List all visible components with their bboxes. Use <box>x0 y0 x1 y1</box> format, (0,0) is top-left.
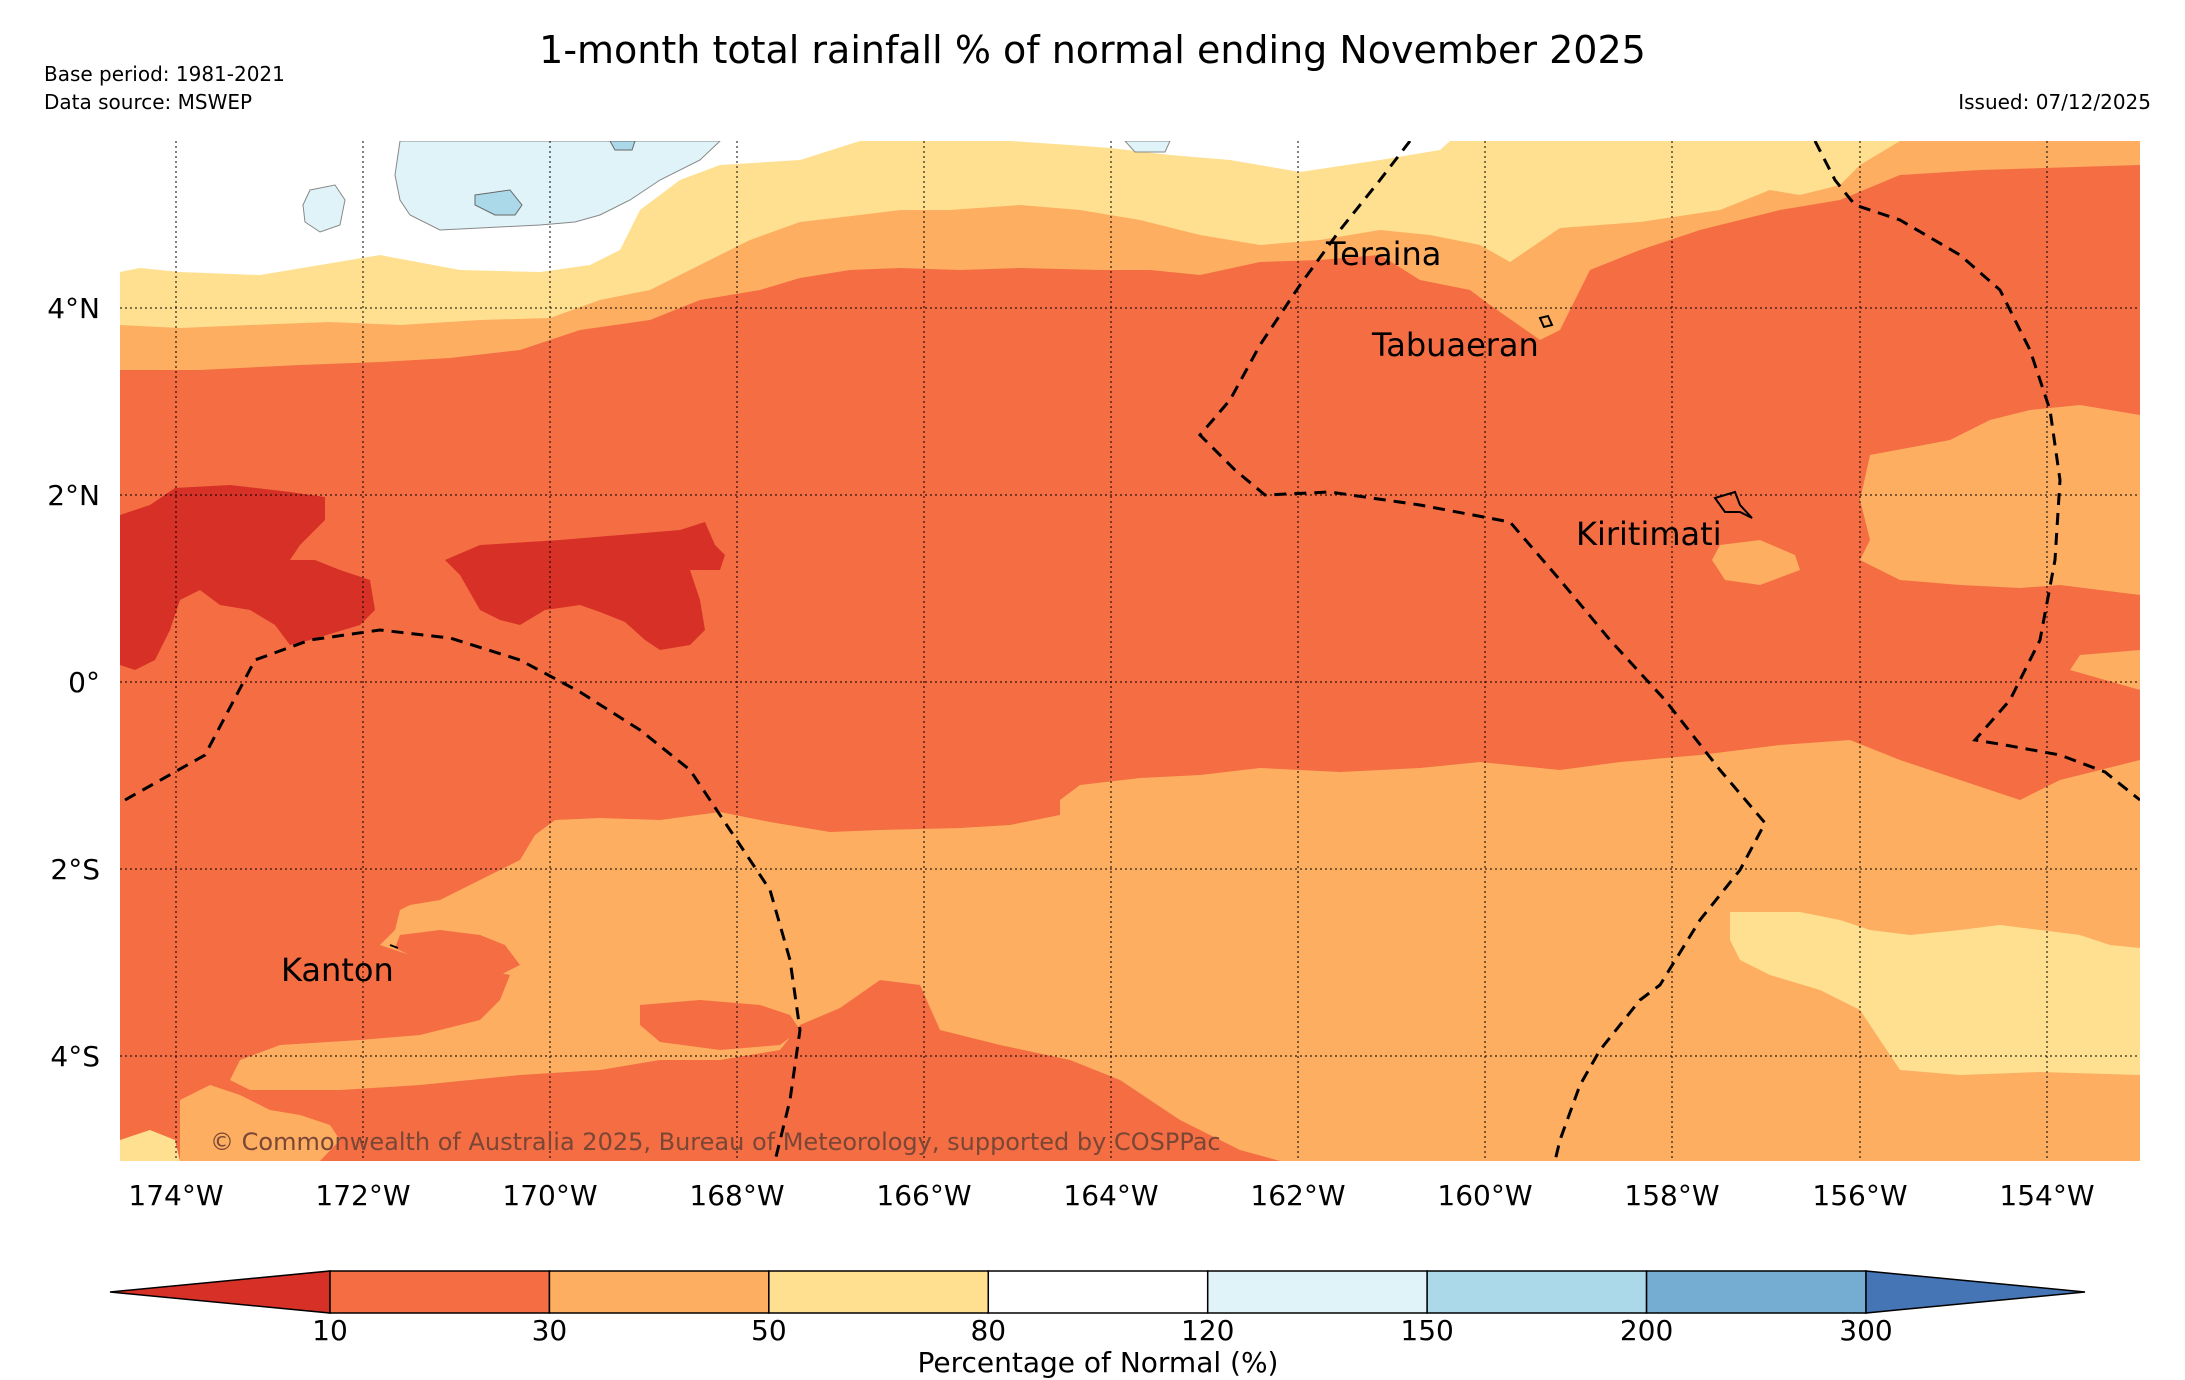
y-tick-label: 4°N <box>47 292 100 325</box>
place-label-kanton: Kanton <box>281 951 394 989</box>
map-title: 1-month total rainfall % of normal endin… <box>539 28 1646 72</box>
place-label-tabuaeran: Tabuaeran <box>1371 326 1539 364</box>
band-150-200-patch <box>474 189 523 216</box>
y-tick-label: 2°N <box>47 479 100 512</box>
tabuaeran-island <box>1538 314 1554 329</box>
legend-tick-label: 150 <box>1400 1314 1453 1347</box>
legend-color-swatch <box>1645 1270 1867 1314</box>
band-30-50-islet <box>1712 540 1800 585</box>
legend-tick-label: 300 <box>1839 1314 1892 1347</box>
x-tick-label: 168°W <box>689 1179 784 1212</box>
x-tick-label: 170°W <box>502 1179 597 1212</box>
x-tick-label: 164°W <box>1063 1179 1158 1212</box>
band-50-80-south-east <box>1730 912 2140 1075</box>
legend-tick-label: 30 <box>532 1314 568 1347</box>
x-tick-label: 154°W <box>1999 1179 2094 1212</box>
eez-line-line-islands-north <box>1197 141 1767 1161</box>
legend-color-swatch <box>987 1270 1209 1314</box>
band-10-30-south-inset <box>395 930 520 975</box>
legend-tick-label: 50 <box>751 1314 787 1347</box>
y-tick-label: 4°S <box>50 1040 100 1073</box>
legend-color-swatch <box>1206 1270 1428 1314</box>
place-label-kiritimati: Kiritimati <box>1576 515 1722 553</box>
band-30-50-south <box>230 740 2140 1161</box>
x-tick-label: 158°W <box>1624 1179 1719 1212</box>
legend-tick-label: 80 <box>970 1314 1006 1347</box>
legend-tick-label: 120 <box>1181 1314 1234 1347</box>
legend-color-swatch <box>768 1270 990 1314</box>
copyright-text: © Commonwealth of Australia 2025, Bureau… <box>210 1128 1221 1156</box>
legend-tick-label: 10 <box>312 1314 348 1347</box>
legend-colorbar <box>109 1270 2086 1314</box>
eez-line-phoenix <box>124 628 802 1161</box>
y-tick-label: 2°S <box>50 853 100 886</box>
band-below-10-west <box>120 485 375 670</box>
band-120-150-islet <box>302 184 346 233</box>
legend-extend-low <box>109 1270 331 1314</box>
eez-line-line-islands-east <box>1813 141 2140 802</box>
base-period-text: Base period: 1981-2021 <box>44 62 285 86</box>
legend-extend-high <box>1865 1270 2086 1314</box>
place-label-teraina: Teraina <box>1325 235 1441 273</box>
band-150-200-patch-2 <box>609 141 636 151</box>
legend-color-swatch <box>548 1270 770 1314</box>
band-30-50-east-2 <box>2070 650 2140 690</box>
y-axis-labels: 4°N 2°N 0° 2°S 4°S <box>47 292 100 1073</box>
legend-title: Percentage of Normal (%) <box>918 1346 1279 1379</box>
issued-date-text: Issued: 07/12/2025 <box>1958 90 2151 114</box>
rainfall-field <box>120 141 2140 1161</box>
legend-color-swatch <box>1426 1270 1648 1314</box>
legend-tick-label: 200 <box>1620 1314 1673 1347</box>
legend-color-swatch <box>329 1270 551 1314</box>
x-tick-label: 174°W <box>128 1179 223 1212</box>
y-tick-label: 0° <box>68 666 100 699</box>
band-50-80-south-west <box>120 1130 180 1161</box>
band-below-10-central <box>445 522 725 650</box>
band-120-150-islet-2 <box>1124 141 1171 153</box>
band-120-150-north <box>394 141 721 231</box>
x-tick-label: 166°W <box>876 1179 971 1212</box>
eez-boundaries <box>124 141 2140 1161</box>
x-axis-labels: 174°W 172°W 170°W 168°W 166°W 164°W 162°W 160°W… <box>128 1179 2094 1212</box>
data-source-text: Data source: MSWEP <box>44 90 253 114</box>
graticule <box>120 141 2140 1161</box>
x-tick-label: 160°W <box>1437 1179 1532 1212</box>
x-tick-label: 162°W <box>1250 1179 1345 1212</box>
x-tick-label: 156°W <box>1812 1179 1907 1212</box>
kiritimati-island <box>1713 490 1753 519</box>
map-metadata: Base period: 1981-2021 Data source: MSWE… <box>44 60 285 116</box>
band-30-50-east <box>1860 405 2140 595</box>
legend-tick-labels: 10 30 50 80 120 150 200 300 <box>312 1314 1893 1347</box>
islands <box>389 314 1753 949</box>
band-10-30-south-inset-2 <box>640 1000 800 1050</box>
band-30-50-south-west <box>180 1085 340 1161</box>
kanton-island <box>389 944 399 949</box>
x-tick-label: 172°W <box>315 1179 410 1212</box>
